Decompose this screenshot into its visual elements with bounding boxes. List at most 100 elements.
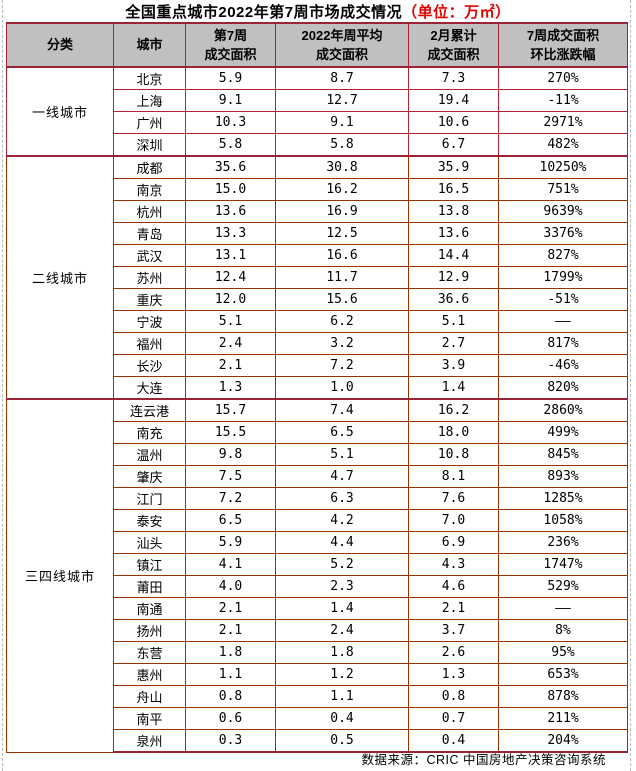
value-cell: 12.9 xyxy=(408,266,499,289)
value-cell: 10.6 xyxy=(408,111,499,134)
value-cell: 1.1 xyxy=(185,663,276,686)
value-cell: 4.2 xyxy=(275,509,409,532)
value-cell: 5.1 xyxy=(185,310,276,333)
value-cell: 15.7 xyxy=(185,398,276,422)
value-cell: 16.9 xyxy=(275,200,409,223)
value-cell: 10.3 xyxy=(185,111,276,134)
value-cell: 13.1 xyxy=(185,244,276,267)
value-cell: —— xyxy=(498,310,628,333)
value-cell: 8.7 xyxy=(275,66,409,90)
page-break-guide-left xyxy=(2,0,3,771)
city-cell: 宁波 xyxy=(113,310,186,333)
category-cell: 一线城市 xyxy=(6,66,114,157)
group-tier3: 三四线城市 连云港 15.7 7.4 16.2 2860% 南充 15.5 6.5 18.0 499… xyxy=(6,398,628,753)
value-cell: 1.8 xyxy=(275,641,409,664)
city-cell: 成都 xyxy=(113,155,186,179)
table-row: 广州 10.3 9.1 10.6 2971% xyxy=(7,111,628,134)
value-cell: 7.5 xyxy=(185,465,276,488)
value-cell: 35.6 xyxy=(185,155,276,179)
value-cell: 4.0 xyxy=(185,575,276,598)
city-cell: 南平 xyxy=(113,707,186,730)
value-cell: 5.2 xyxy=(275,553,409,576)
value-cell: 8% xyxy=(498,619,628,642)
value-cell: 13.3 xyxy=(185,222,276,245)
table-row: 扬州 2.1 2.4 3.7 8% xyxy=(7,619,628,642)
value-cell: 4.6 xyxy=(408,575,499,598)
value-cell: 16.2 xyxy=(408,398,499,422)
value-cell: 3.7 xyxy=(408,619,499,642)
value-cell: 35.9 xyxy=(408,155,499,179)
value-cell: 12.4 xyxy=(185,266,276,289)
table-row: 宁波 5.1 6.2 5.1 —— xyxy=(7,310,628,333)
value-cell: 1.3 xyxy=(408,663,499,686)
value-cell: 878% xyxy=(498,685,628,708)
value-cell: -11% xyxy=(498,89,628,112)
table-row: 泰安 6.5 4.2 7.0 1058% xyxy=(7,509,628,532)
value-cell: 482% xyxy=(498,133,628,157)
city-cell: 莆田 xyxy=(113,575,186,598)
value-cell: 10.8 xyxy=(408,443,499,466)
city-cell: 东营 xyxy=(113,641,186,664)
value-cell: 1.4 xyxy=(275,597,409,620)
category-cell: 三四线城市 xyxy=(6,398,114,753)
city-cell: 大连 xyxy=(113,376,186,400)
value-cell: 0.5 xyxy=(275,729,409,753)
table-row: 三四线城市 连云港 15.7 7.4 16.2 2860% xyxy=(6,398,628,753)
value-cell: 751% xyxy=(498,178,628,201)
city-cell: 舟山 xyxy=(113,685,186,708)
value-cell: 5.9 xyxy=(185,531,276,554)
value-cell: 9.8 xyxy=(185,443,276,466)
table-row: 镇江 4.1 5.2 4.3 1747% xyxy=(7,553,628,576)
city-cell: 福州 xyxy=(113,332,186,355)
city-cell: 杭州 xyxy=(113,200,186,223)
table-row: 莆田 4.0 2.3 4.6 529% xyxy=(7,575,628,598)
table-row: 汕头 5.9 4.4 6.9 236% xyxy=(7,531,628,554)
value-cell: 5.1 xyxy=(408,310,499,333)
data-source: 数据来源：CRIC 中国房地产决策咨询系统 xyxy=(361,753,606,767)
city-cell: 南京 xyxy=(113,178,186,201)
value-cell: 9.1 xyxy=(185,89,276,112)
value-cell: 0.6 xyxy=(185,707,276,730)
value-cell: 270% xyxy=(498,66,628,90)
value-cell: 13.6 xyxy=(185,200,276,223)
value-cell: 30.8 xyxy=(275,155,409,179)
value-cell: 1747% xyxy=(498,553,628,576)
value-cell: 817% xyxy=(498,332,628,355)
value-cell: 3376% xyxy=(498,222,628,245)
city-cell: 南充 xyxy=(113,421,186,444)
value-cell: 9.1 xyxy=(275,111,409,134)
value-cell: 653% xyxy=(498,663,628,686)
page-break-guide-right xyxy=(630,0,631,771)
value-cell: 7.3 xyxy=(408,66,499,90)
city-cell: 江门 xyxy=(113,487,186,510)
group-tier2: 二线城市 成都 35.6 30.8 35.9 10250% 南京 15.0 16.2 16.5 75… xyxy=(6,155,628,400)
value-cell: 18.0 xyxy=(408,421,499,444)
table-row: 二线城市 成都 35.6 30.8 35.9 10250% xyxy=(6,155,628,400)
city-cell: 广州 xyxy=(113,111,186,134)
value-cell: 1.8 xyxy=(185,641,276,664)
value-cell: 7.0 xyxy=(408,509,499,532)
group-tier1: 一线城市 北京 5.9 8.7 7.3 270% 上海 9.1 12.7 19.4 -11% 广州 10… xyxy=(6,66,628,157)
title-unit: （单位：万㎡） xyxy=(402,4,511,21)
city-cell: 镇江 xyxy=(113,553,186,576)
value-cell: 36.6 xyxy=(408,288,499,311)
column-header: 分类 xyxy=(6,22,114,68)
value-cell: 6.9 xyxy=(408,531,499,554)
table-row: 苏州 12.4 11.7 12.9 1799% xyxy=(7,266,628,289)
value-cell: 827% xyxy=(498,244,628,267)
value-cell: 15.0 xyxy=(185,178,276,201)
city-cell: 连云港 xyxy=(113,398,186,422)
table-row: 舟山 0.8 1.1 0.8 878% xyxy=(7,685,628,708)
table-header: 分类 城市 第7周 成交面积 2022年周平均 成交面积 2月累计 成交面积 7周成交面积… xyxy=(6,22,628,68)
value-cell: 14.4 xyxy=(408,244,499,267)
value-cell: 4.1 xyxy=(185,553,276,576)
column-header: 城市 xyxy=(113,22,186,68)
value-cell: 12.5 xyxy=(275,222,409,245)
value-cell: 6.3 xyxy=(275,487,409,510)
city-cell: 武汉 xyxy=(113,244,186,267)
title-main: 全国重点城市2022年第7周市场成交情况 xyxy=(125,4,403,21)
value-cell: 1.4 xyxy=(408,376,499,400)
table-row: 长沙 2.1 7.2 3.9 -46% xyxy=(7,354,628,377)
value-cell: 13.8 xyxy=(408,200,499,223)
category-cell: 二线城市 xyxy=(6,155,114,400)
